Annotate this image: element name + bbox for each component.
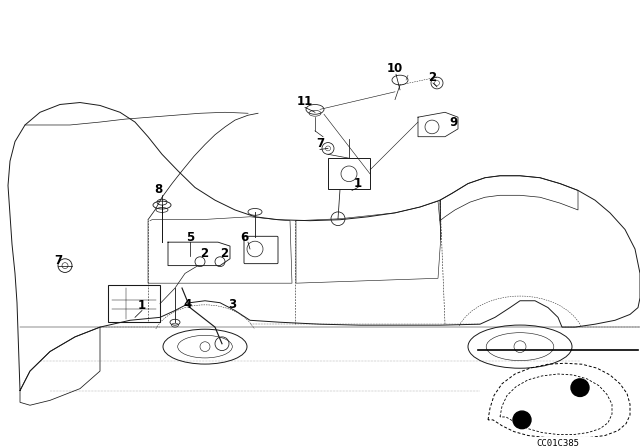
Text: 7: 7 bbox=[54, 254, 62, 267]
Circle shape bbox=[513, 411, 531, 429]
Text: 2: 2 bbox=[428, 71, 436, 84]
Text: 5: 5 bbox=[186, 231, 194, 244]
Text: 3: 3 bbox=[228, 298, 236, 311]
Text: 11: 11 bbox=[297, 95, 313, 108]
Text: 7: 7 bbox=[316, 137, 324, 150]
Text: 10: 10 bbox=[387, 62, 403, 75]
Text: 2: 2 bbox=[220, 247, 228, 260]
Text: CC01C385: CC01C385 bbox=[536, 439, 579, 448]
Text: 9: 9 bbox=[450, 116, 458, 129]
Text: 4: 4 bbox=[184, 298, 192, 311]
Text: 1: 1 bbox=[138, 299, 146, 312]
Circle shape bbox=[571, 379, 589, 396]
Text: 1: 1 bbox=[354, 177, 362, 190]
Text: 2: 2 bbox=[200, 247, 208, 260]
Text: 8: 8 bbox=[154, 183, 162, 196]
Text: 6: 6 bbox=[240, 231, 248, 244]
